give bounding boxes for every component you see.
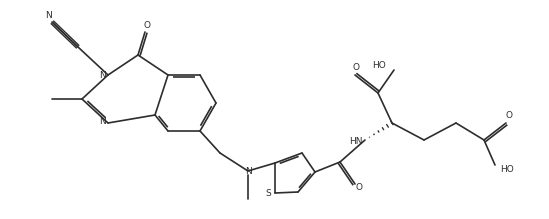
Text: HN: HN <box>350 136 363 145</box>
Text: N: N <box>99 71 106 81</box>
Text: N: N <box>46 11 52 19</box>
Text: O: O <box>506 111 513 120</box>
Text: O: O <box>143 21 150 30</box>
Text: N: N <box>245 166 251 175</box>
Text: O: O <box>356 184 362 193</box>
Text: HO: HO <box>372 60 386 69</box>
Text: HO: HO <box>500 164 514 173</box>
Text: N: N <box>99 118 106 127</box>
Text: O: O <box>352 64 360 72</box>
Text: S: S <box>265 189 271 198</box>
